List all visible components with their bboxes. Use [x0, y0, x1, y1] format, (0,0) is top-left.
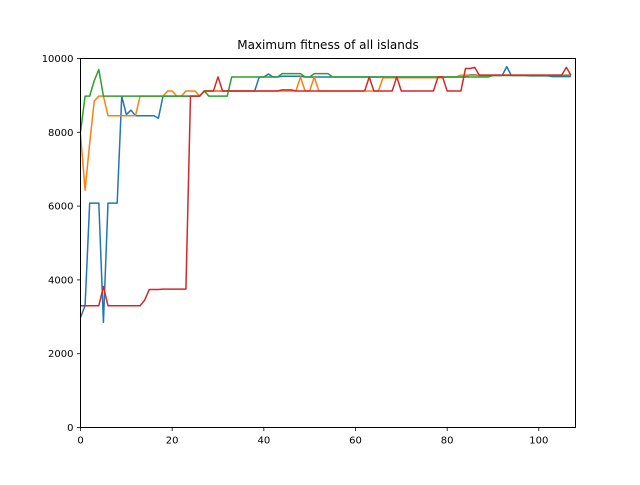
x-tick-label: 0 [77, 436, 83, 447]
plot-frame [80, 58, 576, 428]
y-tick-label: 6000 [48, 202, 73, 213]
x-tick-label: 100 [529, 436, 548, 447]
chart-title: Maximum fitness of all islands [237, 38, 418, 52]
series-line-3 [79, 68, 571, 133]
x-tick-label: 20 [166, 436, 179, 447]
y-tick-label: 0 [67, 423, 73, 434]
y-tick-label: 2000 [48, 349, 73, 360]
y-tick-label: 8000 [48, 128, 73, 139]
ticks-layer: 0 20 40 60 80 100 0 2000 4000 6000 8000 10000 [42, 54, 549, 447]
x-tick-label: 80 [441, 436, 454, 447]
y-tick-label: 10000 [42, 54, 74, 65]
x-tick-label: 60 [349, 436, 362, 447]
y-tick-label: 4000 [48, 275, 73, 286]
series-line-4 [80, 66, 572, 307]
x-tick-label: 40 [257, 436, 270, 447]
series-layer [79, 65, 572, 324]
